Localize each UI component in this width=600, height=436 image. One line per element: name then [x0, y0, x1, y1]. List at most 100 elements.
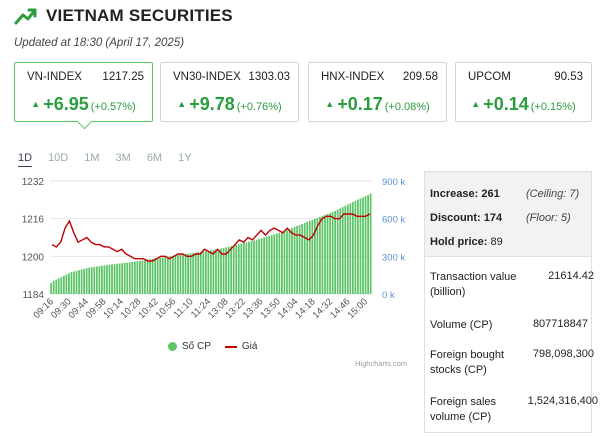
- volume-bar: [141, 260, 144, 294]
- ceiling-count: (Ceiling: 7): [526, 188, 580, 200]
- volume-bar: [197, 252, 200, 294]
- trading-stats-box: [424, 257, 592, 433]
- index-change-value: +0.17: [337, 94, 383, 114]
- volume-bar: [116, 263, 118, 294]
- volume-bar: [357, 199, 359, 294]
- volume-bar: [189, 253, 192, 294]
- tab-1m[interactable]: 1M: [84, 152, 100, 164]
- foreign-sales-label: Foreign sales volume (CP): [430, 396, 497, 423]
- index-change-value: +0.14: [483, 94, 529, 114]
- volume-bar: [362, 197, 364, 294]
- tab-10d[interactable]: 10D: [48, 152, 69, 164]
- volume-label: Volume (CP): [430, 319, 493, 331]
- volume-bar: [98, 266, 101, 294]
- volume-bar: [346, 204, 349, 294]
- volume-bar: [316, 217, 319, 294]
- index-card-hnx[interactable]: HNX-INDEX 209.58 ▲ +0.17 (+0.08%): [308, 62, 447, 122]
- volume-bar: [131, 261, 134, 294]
- tab-1d[interactable]: 1D: [18, 152, 33, 167]
- volume-bar: [106, 264, 108, 294]
- hold-label: Hold price:: [430, 236, 488, 248]
- volume-bar: [220, 248, 222, 294]
- transaction-value: 21614.42: [548, 270, 594, 282]
- index-name: HNX-INDEX: [321, 71, 385, 83]
- volume-bar: [331, 211, 334, 294]
- volume-bar: [70, 272, 73, 294]
- y-right-tick-label: 600 k: [382, 215, 405, 226]
- volume-bar: [344, 205, 347, 294]
- index-change: ▲ +6.95 (+0.57%): [15, 94, 152, 115]
- tab-1y[interactable]: 1Y: [178, 152, 192, 164]
- volume-bar: [270, 235, 273, 294]
- volume-bar: [111, 264, 113, 294]
- volume-bar: [210, 250, 212, 294]
- volume-bar: [80, 269, 83, 294]
- breadth-box: [424, 171, 592, 257]
- volume-bar: [187, 253, 189, 294]
- volume-bar: [268, 235, 271, 294]
- volume-bar: [166, 256, 169, 294]
- index-card-vnindex[interactable]: VN-INDEX 1217.25 ▲ +6.95 (+0.57%): [14, 62, 153, 130]
- index-change-percent: (+0.57%): [90, 101, 136, 113]
- volume-bar: [57, 278, 60, 294]
- volume-bar: [202, 251, 205, 294]
- volume-bar: [329, 212, 331, 294]
- volume-bar: [52, 280, 55, 294]
- volume-bar: [174, 255, 177, 294]
- y-left-tick-label: 1184: [22, 290, 44, 301]
- index-card-vn30[interactable]: VN30-INDEX 1303.03 ▲ +9.78 (+0.76%): [160, 62, 299, 122]
- volume-bar: [159, 257, 162, 294]
- volume-bar: [324, 214, 326, 294]
- volume-bar: [301, 223, 304, 294]
- index-price: 209.58: [402, 71, 438, 83]
- volume-bar: [215, 249, 217, 294]
- legend-price-label[interactable]: Giá: [241, 341, 258, 352]
- volume-bar: [352, 202, 354, 294]
- range-tabs: 1D 10D 1M 3M 6M 1Y: [18, 152, 208, 167]
- market-stats-panel: Increase: 261 (Ceiling: 7) Discount: 174…: [424, 171, 598, 433]
- volume-bar: [291, 227, 293, 294]
- index-change: ▲ +0.17 (+0.08%): [309, 94, 446, 115]
- volume-bar: [225, 247, 227, 294]
- volume-bar: [207, 250, 210, 294]
- volume-bar: [263, 237, 266, 294]
- index-change: ▲ +9.78 (+0.76%): [161, 94, 298, 115]
- volume-bar: [253, 240, 255, 294]
- volume-bar: [204, 251, 207, 294]
- volume-bar: [149, 259, 151, 294]
- chart-credits[interactable]: Highcharts.com: [355, 359, 408, 368]
- tab-6m[interactable]: 6M: [146, 152, 163, 164]
- trending-up-icon: [14, 8, 37, 25]
- volume-bar: [146, 259, 149, 294]
- volume-bar: [136, 261, 139, 294]
- volume-bar: [298, 224, 301, 294]
- volume-bar: [281, 231, 283, 294]
- volume-bar: [321, 215, 324, 294]
- volume-bar: [156, 258, 159, 294]
- index-card-upcom[interactable]: UPCOM 90.53 ▲ +0.14 (+0.15%): [455, 62, 592, 122]
- volume-bar: [359, 198, 362, 294]
- index-cards: VN-INDEX 1217.25 ▲ +6.95 (+0.57%) VN30-IND…: [14, 62, 592, 130]
- page-title: VIETNAM SECURITIES: [46, 6, 233, 25]
- volume-bar: [90, 267, 93, 294]
- tab-3m[interactable]: 3M: [115, 152, 131, 164]
- volume-bar: [230, 246, 233, 294]
- volume-bar: [169, 256, 172, 294]
- volume-bar: [194, 252, 197, 294]
- up-arrow-icon: ▲: [471, 99, 481, 109]
- floor-count: (Floor: 5): [526, 212, 571, 224]
- volume-bar: [237, 244, 240, 294]
- volume-bar: [128, 262, 131, 294]
- volume-bar: [144, 260, 146, 294]
- legend-volume-label[interactable]: Số CP: [182, 341, 211, 352]
- volume-bar: [217, 248, 220, 294]
- volume-bar: [62, 275, 65, 294]
- up-arrow-icon: ▲: [31, 99, 41, 109]
- y-right-tick-label: 0 k: [382, 290, 395, 301]
- volume-bar: [288, 228, 291, 294]
- volume-bar: [123, 262, 126, 294]
- volume-bar: [88, 267, 91, 294]
- y-left-tick-label: 1200: [22, 252, 45, 263]
- volume-bar: [113, 264, 116, 294]
- volume-bar: [303, 222, 306, 294]
